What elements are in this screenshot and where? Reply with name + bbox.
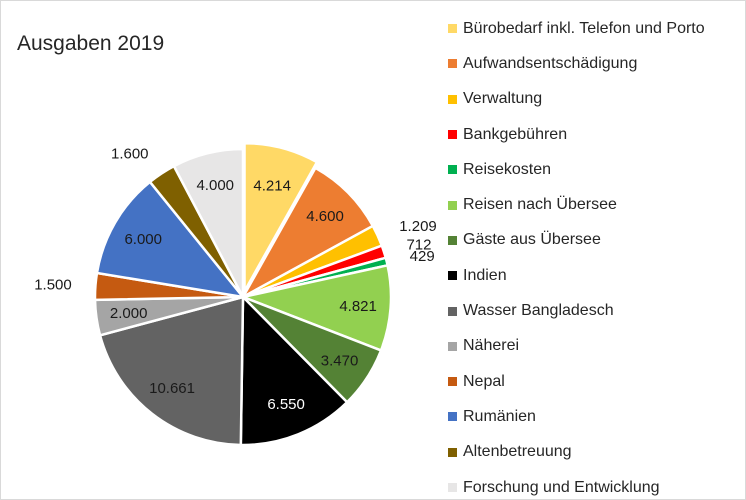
legend-label: Indien [463, 266, 507, 284]
legend-label: Näherei [463, 337, 520, 355]
data-label-4: 429 [410, 248, 435, 265]
data-label-0: 4.214 [253, 177, 291, 194]
data-label-5: 4.821 [339, 298, 377, 315]
pie-slice-8 [98, 295, 245, 447]
legend-label: Verwaltung [463, 90, 543, 108]
legend-swatch [448, 130, 457, 140]
legend-swatch [448, 200, 457, 210]
legend-label: Reisen nach Übersee [463, 196, 617, 214]
data-label-6: 3.470 [321, 352, 359, 369]
pie-slice-1 [239, 166, 375, 301]
data-label-9: 2.000 [110, 305, 148, 322]
legend-label: Wasser Bangladesch [463, 302, 614, 320]
pie-slice-11 [95, 180, 247, 299]
legend-label: Altenbetreuung [463, 443, 572, 461]
legend-swatch [448, 412, 457, 422]
data-label-8: 10.661 [149, 380, 195, 397]
legend-item: Reisen nach Übersee [448, 187, 705, 222]
legend-swatch [448, 59, 457, 69]
legend-label: Reisekosten [463, 160, 552, 178]
legend-item: Aufwandsentschädigung [448, 46, 705, 81]
pie-slice-13 [172, 147, 245, 298]
legend-item: Rumänien [448, 399, 705, 434]
legend-swatch [448, 271, 457, 281]
legend-item: Verwaltung [448, 82, 705, 117]
pie-slice-0 [243, 141, 319, 296]
legend-item: Wasser Bangladesch [448, 293, 705, 328]
pie-slice-7 [239, 294, 349, 447]
legend-swatch [448, 341, 457, 351]
legend-item: Reisekosten [448, 152, 705, 187]
pie-slice-5 [238, 263, 393, 353]
legend: Bürobedarf inkl. Telefon und Porto Aufwan… [448, 11, 705, 499]
legend-item: Nepal [448, 364, 705, 399]
legend-swatch [448, 306, 457, 316]
chart-title: Ausgaben 2019 [17, 32, 165, 55]
legend-swatch [448, 377, 457, 387]
legend-label: Rumänien [463, 407, 536, 425]
data-label-3: 712 [406, 236, 431, 253]
legend-item: Gäste aus Übersee [448, 223, 705, 258]
legend-item: Forschung und Entwicklung [448, 470, 705, 499]
legend-item: Bürobedarf inkl. Telefon und Porto [448, 11, 705, 46]
legend-item: Bankgebühren [448, 117, 705, 152]
legend-label: Gäste aus Übersee [463, 231, 601, 249]
data-label-1: 4.600 [306, 208, 344, 225]
legend-label: Nepal [463, 372, 505, 390]
legend-label: Forschung und Entwicklung [463, 478, 660, 496]
legend-item: Indien [448, 258, 705, 293]
data-label-11: 6.000 [124, 231, 162, 248]
legend-label: Bankgebühren [463, 125, 568, 143]
legend-item: Altenbetreuung [448, 435, 705, 470]
data-label-12: 1.600 [111, 146, 149, 163]
legend-swatch [448, 165, 457, 175]
data-label-7: 6.550 [267, 396, 305, 413]
legend-swatch [448, 235, 457, 245]
data-label-13: 4.000 [196, 177, 234, 194]
legend-swatch [448, 447, 457, 457]
data-label-10: 1.500 [34, 277, 72, 294]
legend-label: Aufwandsentschädigung [463, 54, 638, 72]
legend-swatch [448, 483, 457, 492]
data-label-2: 1.209 [399, 218, 437, 235]
legend-label: Bürobedarf inkl. Telefon und Porto [463, 19, 705, 37]
legend-swatch [448, 24, 457, 34]
legend-swatch [448, 94, 457, 104]
legend-item: Näherei [448, 329, 705, 364]
